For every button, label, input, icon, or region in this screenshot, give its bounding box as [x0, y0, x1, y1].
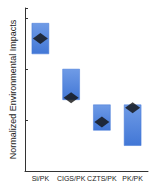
svg-text:CIGS/PK: CIGS/PK — [57, 175, 86, 182]
svg-text:Si/PK: Si/PK — [32, 175, 50, 182]
svg-text:PK/PK: PK/PK — [122, 175, 143, 182]
svg-text:Normalized Environmental Impac: Normalized Environmental Impacts — [8, 19, 18, 159]
svg-text:CZTS/PK: CZTS/PK — [87, 175, 117, 182]
